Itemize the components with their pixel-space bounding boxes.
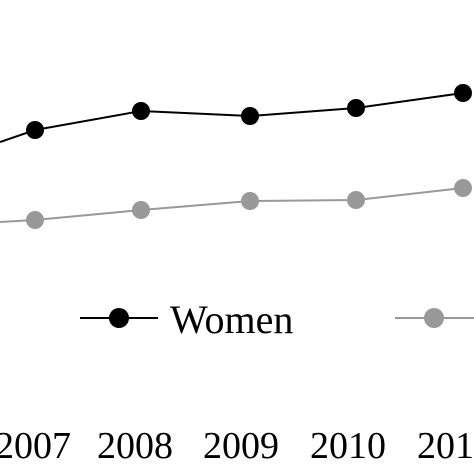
series-1-point-2008 (132, 201, 150, 219)
x-axis-ticks: 2007 2008 2009 2010 201 (0, 425, 474, 467)
series-0-point-2008 (132, 102, 150, 120)
x-tick-2008: 2008 (97, 425, 173, 467)
series-1-point-2010 (347, 191, 365, 209)
series-1-point-2007 (26, 211, 44, 229)
x-tick-2009: 2009 (203, 425, 279, 467)
series-0-point-2009 (241, 107, 259, 125)
x-tick-2011: 201 (417, 425, 474, 467)
series-0-point-2007 (26, 121, 44, 139)
series-1-point-2009 (241, 192, 259, 210)
legend-women-label: Women (170, 297, 293, 342)
series-1-point-2011 (454, 179, 472, 197)
series-0-point-2011 (454, 84, 472, 102)
x-tick-2010: 2010 (310, 425, 386, 467)
series-layer (0, 84, 472, 229)
series-line-0 (0, 92, 464, 143)
series-0-point-2010 (347, 99, 365, 117)
x-tick-2007: 2007 (0, 425, 71, 467)
series-line-1 (0, 187, 464, 223)
legend-women-marker (109, 308, 129, 328)
legend-gray-marker (424, 308, 444, 328)
legend: Women (80, 297, 474, 342)
